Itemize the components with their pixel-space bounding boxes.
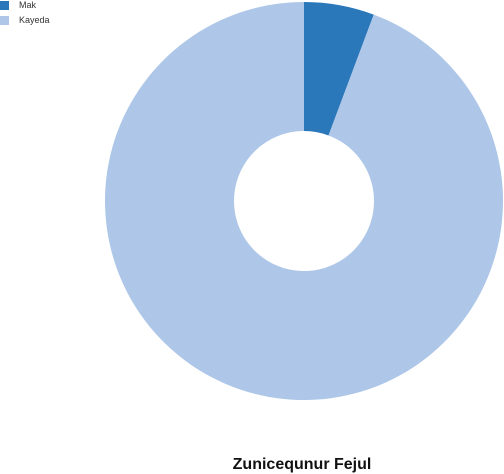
chart-legend: Mak Kayeda [0, 0, 50, 25]
pie-slice-kayeda [104, 2, 503, 400]
chart-slices [104, 2, 503, 400]
pie-slice-mak [304, 2, 374, 136]
legend-swatch-kayeda [0, 16, 9, 25]
legend-label-kayeda: Kayeda [19, 15, 50, 25]
legend-label-mak: Mak [19, 0, 37, 10]
chart-title: Zunicequnur Fejul [233, 456, 372, 473]
legend-swatch-mak [0, 1, 9, 10]
